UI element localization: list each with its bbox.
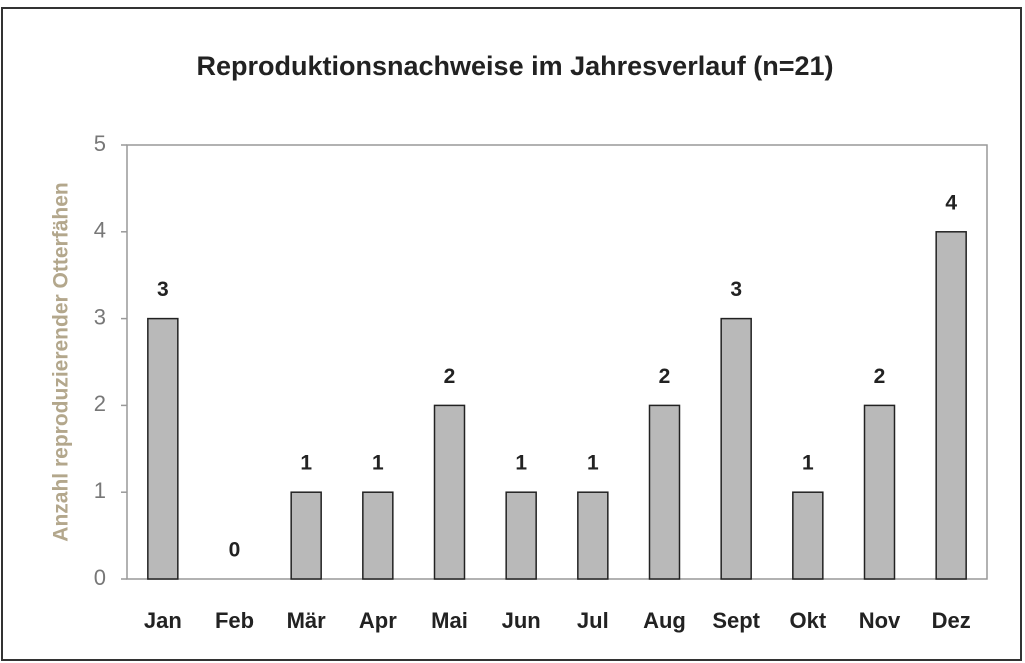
x-tick-label: Jun (502, 608, 541, 633)
bar (648, 404, 681, 580)
x-tick-label: Feb (215, 608, 254, 633)
y-tick-label: 1 (94, 478, 106, 503)
bar (433, 404, 466, 580)
data-label: 2 (444, 365, 456, 388)
x-tick-label: Jul (577, 608, 609, 633)
data-label: 1 (802, 452, 814, 475)
data-label: 1 (372, 452, 384, 475)
x-tick-label: Dez (932, 608, 971, 633)
bar (792, 491, 824, 580)
data-label: 2 (874, 365, 886, 388)
y-tick-label: 5 (94, 131, 106, 156)
x-tick-label: Sept (712, 608, 760, 633)
x-tick-label: Mär (287, 608, 327, 633)
y-axis-label: Anzahl reproduzierender Otterfähen (50, 182, 73, 541)
bar (505, 491, 537, 580)
y-tick-label: 0 (94, 565, 106, 590)
y-tick-label: 4 (94, 218, 106, 243)
data-label: 3 (730, 278, 742, 301)
y-tick-label: 3 (94, 304, 106, 329)
data-label: 1 (515, 452, 527, 475)
bar (935, 231, 967, 580)
x-tick-label: Apr (359, 608, 397, 633)
x-tick-label: Okt (789, 608, 826, 633)
bar (863, 404, 896, 580)
bar (362, 491, 394, 580)
data-label: 4 (945, 191, 957, 214)
data-label: 2 (659, 365, 671, 388)
bar (720, 317, 752, 580)
data-label: 3 (157, 278, 169, 301)
bar (147, 317, 179, 580)
x-tick-label: Aug (643, 608, 686, 633)
data-label: 0 (229, 539, 241, 562)
x-tick-label: Jan (144, 608, 182, 633)
y-tick-label: 2 (94, 391, 106, 416)
chart-title: Reproduktionsnachweise im Jahresverlauf … (197, 51, 834, 81)
bar (577, 491, 609, 580)
data-label: 1 (587, 452, 599, 475)
data-label: 1 (300, 452, 312, 475)
x-tick-label: Mai (431, 608, 468, 633)
plot-area (126, 144, 988, 580)
bar (290, 491, 322, 580)
x-tick-label: Nov (859, 608, 901, 633)
